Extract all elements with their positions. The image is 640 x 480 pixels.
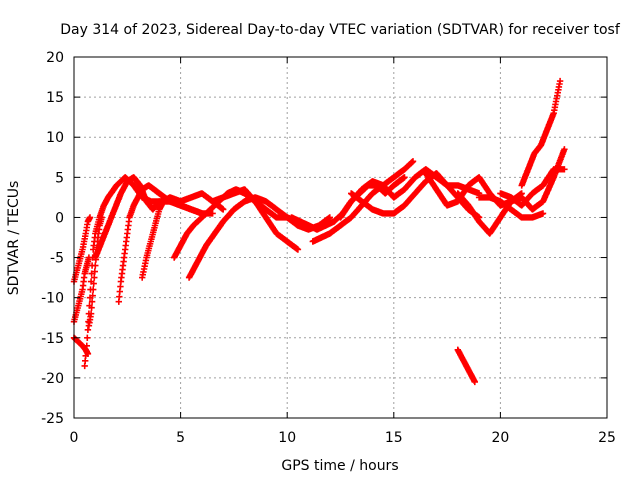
x-tick-label: 10	[278, 430, 296, 446]
point-markers-arc-13	[309, 158, 417, 245]
plot-frame	[73, 56, 608, 419]
y-tick-label: 0	[55, 210, 64, 226]
x-axis-label: GPS time / hours	[281, 458, 398, 474]
y-tick-label: -20	[41, 371, 64, 387]
x-tick-label: 20	[491, 430, 509, 446]
point-markers-arc-20	[518, 77, 564, 189]
point-markers-arc-19	[497, 166, 568, 209]
axis-tick-labels: 0 5 10 15 20 25 -25 -20 -15 -10 -5 0 5 10 15 20	[41, 50, 616, 446]
series-arc-07	[92, 174, 216, 261]
x-tick-label: 25	[598, 430, 616, 446]
y-tick-label: -25	[41, 411, 64, 427]
point-markers-arc-07	[92, 174, 216, 261]
series-arc-11	[209, 186, 302, 253]
point-markers-arc-11	[209, 186, 302, 253]
y-tick-label: -10	[41, 291, 64, 307]
y-tick-label: 15	[46, 90, 64, 106]
series-arc-13	[309, 158, 417, 245]
y-axis-label: SDTVAR / TECUs	[6, 181, 22, 296]
data-series	[70, 77, 568, 386]
series-arc-20	[518, 77, 564, 189]
x-tick-label: 15	[385, 430, 403, 446]
axis-ticks	[73, 56, 608, 419]
point-markers-arc-18	[475, 194, 547, 221]
x-tick-label: 0	[70, 430, 79, 446]
x-tick-label: 5	[176, 430, 185, 446]
y-tick-label: -15	[41, 331, 64, 347]
series-arc-18	[475, 194, 547, 221]
chart-title: Day 314 of 2023, Sidereal Day-to-day VTE…	[60, 22, 621, 38]
y-tick-label: -5	[50, 251, 64, 267]
y-tick-label: 20	[46, 50, 64, 66]
point-markers-arc-21	[454, 346, 478, 386]
y-tick-label: 10	[46, 130, 64, 146]
series-arc-19	[497, 166, 568, 209]
y-tick-label: 5	[55, 170, 64, 186]
series-arc-21	[454, 346, 478, 386]
